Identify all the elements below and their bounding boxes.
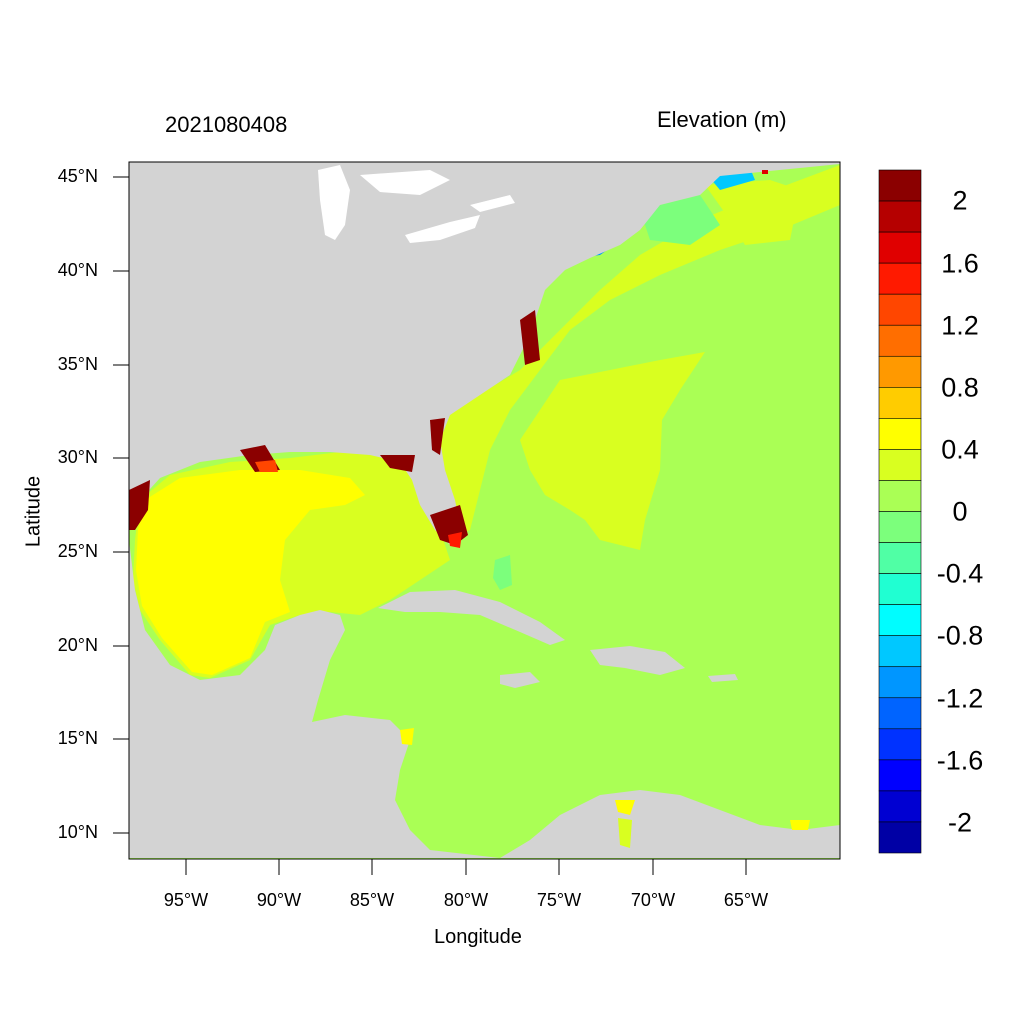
lake-ontario — [470, 195, 515, 212]
colorbar — [878, 169, 922, 854]
colorbar-swatch — [878, 231, 922, 264]
louisiana-surge-core — [255, 460, 278, 472]
timestamp-title: 2021080408 — [165, 112, 288, 137]
y-tick-label: 35°N — [57, 354, 98, 374]
georgia-surge — [430, 418, 445, 455]
cuba-land — [378, 590, 565, 645]
hispaniola-land — [590, 646, 685, 675]
y-tick-label: 25°N — [57, 541, 98, 561]
colorbar-swatch — [878, 821, 922, 854]
colorbar-swatch — [878, 480, 922, 512]
colorbar-label: 1.2 — [941, 310, 979, 341]
florida-surge-tip — [448, 532, 462, 548]
central-america-land — [129, 540, 500, 858]
lake-michigan — [318, 165, 350, 240]
colorbar-label: 2 — [952, 185, 968, 216]
map-field — [129, 162, 840, 859]
colorbar-label: -0.8 — [936, 620, 984, 651]
y-tick-label: 15°N — [57, 728, 98, 748]
colorbar-label: -2 — [947, 807, 972, 838]
x-tick-label: 95°W — [163, 890, 209, 910]
gulf-of-maine-zone — [640, 195, 720, 245]
honduras-spot — [400, 728, 414, 745]
x-tick-label: 75°W — [536, 890, 582, 910]
y-axis-ticks — [113, 176, 129, 834]
eddy-zone — [520, 352, 705, 550]
x-tick-label: 65°W — [723, 890, 769, 910]
colorbar-swatch — [878, 169, 922, 202]
colorbar-swatch — [878, 511, 922, 543]
colorbar-swatch — [878, 573, 922, 605]
lake-erie — [405, 215, 480, 243]
y-tick-label: 40°N — [57, 260, 98, 280]
scotian-shelf-zone — [705, 180, 800, 245]
colorbar-swatch — [878, 635, 922, 668]
colorbar-swatch — [878, 200, 922, 233]
colorbar-label: 0.8 — [941, 372, 979, 403]
colorbar-swatch — [878, 293, 922, 326]
nova-scotia-surge — [762, 170, 768, 174]
x-tick-label: 80°W — [443, 890, 489, 910]
colorbar-swatch — [878, 324, 922, 357]
x-axis-label: Longitude — [434, 926, 522, 948]
y-tick-label: 10°N — [57, 822, 98, 842]
y-tick-label: 45°N — [57, 166, 98, 186]
y-axis-label: Latitude — [22, 475, 45, 548]
maracaibo-lake — [618, 818, 632, 848]
jamaica-land — [500, 672, 540, 688]
colorbar-label: 0 — [952, 496, 968, 527]
variable-title: Elevation (m) — [657, 107, 787, 132]
colorbar-swatch — [878, 604, 922, 636]
colorbar-label: -1.6 — [936, 745, 984, 776]
colorbar-swatch — [878, 666, 922, 699]
colorbar-swatch — [878, 759, 922, 792]
colorbar-swatch — [878, 697, 922, 730]
lake-huron — [360, 170, 450, 195]
south-america-land — [500, 790, 840, 858]
trinidad-spot — [790, 820, 810, 830]
colorbar-label: -1.2 — [936, 683, 984, 714]
north-america-land — [129, 162, 840, 545]
maracaibo-spot — [615, 800, 635, 815]
colorbar-label: 1.6 — [941, 248, 979, 279]
colorbar-label: -0.4 — [936, 558, 984, 589]
x-tick-label: 85°W — [349, 890, 395, 910]
y-tick-label: 30°N — [57, 447, 98, 467]
bigbend-surge — [380, 455, 415, 472]
x-tick-label: 90°W — [256, 890, 302, 910]
carolina-surge — [520, 310, 540, 365]
colorbar-swatch — [878, 355, 922, 388]
shelf-zone — [440, 165, 840, 540]
map-frame — [128, 161, 841, 860]
colorbar-label: 0.4 — [941, 434, 979, 465]
gulf-high-zone — [136, 470, 365, 675]
colorbar-swatch — [878, 790, 922, 823]
y-tick-label: 20°N — [57, 635, 98, 655]
colorbar-swatch — [878, 418, 922, 450]
colorbar-swatch — [878, 387, 922, 419]
colorbar-swatch — [878, 262, 922, 295]
x-axis-ticks — [185, 859, 747, 875]
bahamas-bank — [493, 555, 512, 590]
texas-surge — [129, 480, 150, 530]
colorbar-swatch — [878, 542, 922, 574]
puerto-rico-land — [708, 674, 738, 682]
colorbar-swatch — [878, 449, 922, 481]
x-tick-label: 70°W — [630, 890, 676, 910]
